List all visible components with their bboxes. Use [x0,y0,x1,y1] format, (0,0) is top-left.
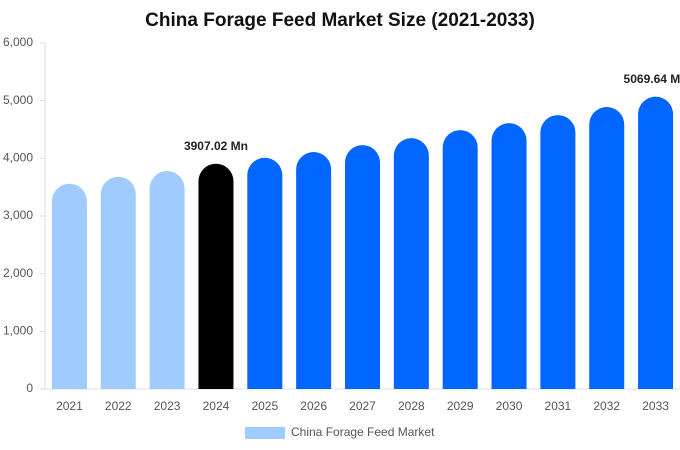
legend-swatch [245,427,285,439]
x-tick-label: 2028 [398,399,425,413]
y-tick-label: 0 [26,381,33,395]
x-tick-label: 2033 [642,399,669,413]
bar [345,145,380,389]
bar [442,130,478,389]
bar [198,163,234,389]
y-tick-label: 6,000 [3,35,33,49]
x-tick-label: 2026 [300,399,327,413]
x-tick-label: 2031 [545,399,572,413]
data-label: 3907.02 Mn [184,139,248,153]
bar [589,107,625,389]
x-tick-label: 2025 [251,399,278,413]
x-tick-label: 2023 [154,399,181,413]
x-tick-label: 2032 [593,399,620,413]
bar [100,176,136,389]
bar [247,157,283,389]
bar [51,183,87,389]
x-tick-label: 2027 [349,399,376,413]
bar [491,123,527,390]
bar [149,171,185,389]
legend-label: China Forage Feed Market [291,425,435,439]
y-tick-label: 3,000 [3,208,33,222]
data-label: 5069.64 Mn [624,72,680,86]
x-tick-label: 2030 [496,399,523,413]
bar [540,115,576,390]
x-tick-label: 2024 [203,399,230,413]
y-tick-label: 2,000 [3,266,33,280]
y-tick-label: 5,000 [3,93,33,107]
x-tick-label: 2022 [105,399,132,413]
x-tick-label: 2021 [56,399,83,413]
bar [296,151,332,389]
chart-title: China Forage Feed Market Size (2021-2033… [145,10,535,31]
y-tick-label: 1,000 [3,324,33,338]
x-tick-label: 2029 [447,399,474,413]
y-tick-label: 4,000 [3,151,33,165]
bar [393,138,429,389]
bar [638,96,674,389]
